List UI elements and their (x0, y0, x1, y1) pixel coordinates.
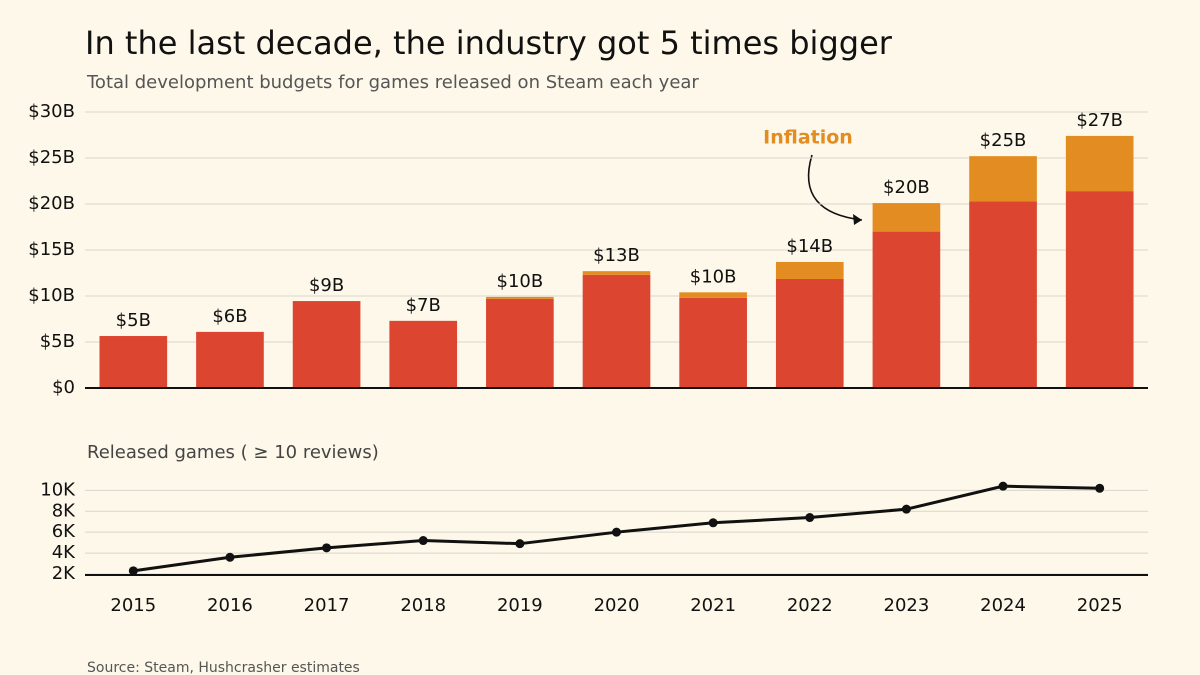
bar-segment (872, 231, 941, 388)
point (805, 513, 815, 523)
bar-segment (582, 274, 651, 388)
point (225, 552, 235, 562)
value-label: $14B (786, 236, 833, 257)
value-label: $13B (593, 245, 640, 266)
y-tick-label: 8K (52, 500, 76, 521)
x-tick-label: 2015 (110, 595, 156, 616)
chart-title: In the last decade, the industry got 5 t… (85, 24, 893, 62)
point (998, 481, 1008, 491)
y-tick-label: $15B (28, 239, 75, 260)
point (322, 543, 332, 553)
x-tick-label: 2025 (1077, 595, 1123, 616)
point (901, 504, 911, 514)
x-tick-label: 2020 (594, 595, 640, 616)
bar-segment (969, 201, 1037, 388)
bar-segment (969, 156, 1037, 202)
bar-segment (486, 298, 554, 388)
point (708, 518, 718, 528)
value-label: $20B (883, 177, 930, 198)
annotation: Inflation (763, 127, 853, 149)
bar-segment (99, 336, 168, 388)
x-tick-label: 2018 (400, 595, 446, 616)
annotation-arrow (807, 154, 863, 221)
value-label: $27B (1076, 110, 1123, 131)
bar-segment (679, 292, 747, 298)
bar-segment (1065, 191, 1134, 388)
bar-segment (775, 278, 844, 388)
value-label: $5B (116, 310, 151, 331)
x-tick-label: 2019 (497, 595, 543, 616)
bar-segment (486, 296, 554, 299)
x-tick-label: 2024 (980, 595, 1026, 616)
y-tick-label: 10K (40, 479, 76, 500)
y-tick-label: $10B (28, 285, 75, 306)
y-tick-label: $0 (52, 377, 75, 398)
point (418, 536, 428, 546)
panel-title: Released games ( ≥ 10 reviews) (87, 442, 379, 463)
bar-segment (1065, 135, 1134, 192)
value-label: $10B (497, 271, 544, 292)
point (515, 539, 525, 549)
x-tick-label: 2022 (787, 595, 833, 616)
value-label: $6B (212, 306, 247, 327)
arrow-head (853, 214, 862, 225)
y-tick-label: $30B (28, 101, 75, 122)
point (128, 566, 138, 576)
chart-subtitle: Total development budgets for games rele… (86, 72, 699, 93)
x-tick-label: 2016 (207, 595, 253, 616)
bar-segment (775, 261, 844, 279)
bar-segment (679, 297, 747, 388)
value-label: $7B (406, 295, 441, 316)
bar-segment (389, 320, 458, 388)
y-tick-label: $20B (28, 193, 75, 214)
bar-segment (872, 203, 941, 232)
y-tick-label: $5B (40, 331, 75, 352)
value-label: $25B (980, 130, 1027, 151)
y-tick-label: 4K (52, 542, 76, 563)
source: Source: Steam, Hushcrasher estimates (87, 660, 360, 675)
y-tick-label: 6K (52, 521, 76, 542)
value-label: $9B (309, 275, 344, 296)
bar-segment (292, 301, 361, 388)
x-tick-label: 2021 (690, 595, 736, 616)
value-label: $10B (690, 266, 737, 287)
point (612, 527, 621, 537)
x-tick-label: 2023 (884, 595, 930, 616)
x-tick-label: 2017 (304, 595, 350, 616)
bar-segment (582, 271, 651, 275)
bar-segment (196, 331, 264, 388)
y-tick-label: 2K (52, 563, 76, 584)
y-tick-label: $25B (28, 147, 75, 168)
point (1095, 483, 1105, 493)
